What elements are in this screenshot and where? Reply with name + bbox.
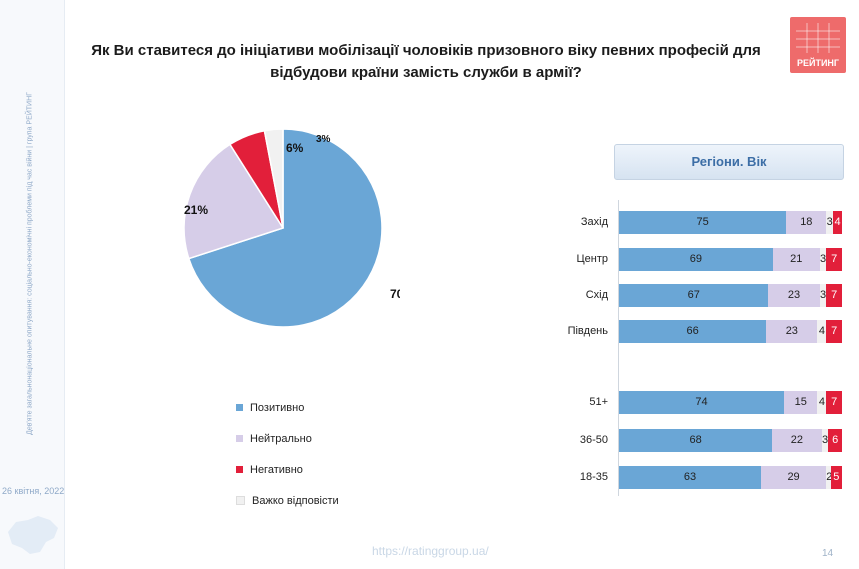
bar-value-label: 74 — [695, 396, 708, 408]
bar-value-label: 2 — [826, 471, 833, 483]
pie-label-3: 3% — [316, 134, 331, 145]
bar-segment: 3 — [819, 284, 827, 307]
bar-value-label: 4 — [818, 396, 825, 408]
bar-category-label: Центр — [576, 253, 609, 265]
bar-segment: 6 — [828, 429, 842, 452]
bar-segment: 75 — [619, 211, 787, 234]
bar-value-label: 67 — [687, 289, 700, 301]
bar-category-label: 18-35 — [579, 471, 608, 483]
legend-label: Позитивно — [250, 401, 305, 414]
rating-logo: РЕЙТИНГ — [790, 17, 846, 73]
bar-value-label: 7 — [831, 396, 838, 408]
legend-label: Негативно — [250, 463, 303, 476]
bar-value-label: 22 — [790, 434, 804, 446]
bar-category-label: 36-50 — [579, 434, 608, 446]
bar-segment: 7 — [826, 320, 842, 343]
pie-label-1: 21% — [184, 203, 208, 217]
bar-segment: 3 — [821, 429, 829, 452]
pie-legend: Позитивно Нейтрально Негативно Важко відпов… — [236, 392, 339, 516]
bar-value-label: 3 — [819, 253, 827, 265]
bar-category-label: Схід — [585, 289, 608, 301]
legend-swatch — [236, 435, 243, 442]
bar-value-label: 7 — [831, 253, 838, 265]
bar-value-label: 69 — [689, 253, 703, 265]
bar-value-label: 66 — [686, 325, 699, 337]
bar-segment: 4 — [833, 211, 842, 234]
bar-segment: 23 — [768, 284, 820, 307]
pie-label-2: 6% — [286, 141, 304, 155]
sidebar: Дев'яте загальнонаціональне опитування: … — [0, 0, 65, 569]
bar-value-label: 75 — [696, 216, 709, 228]
bar-value-label: 23 — [787, 289, 801, 301]
pie-label-0: 70% — [390, 287, 400, 301]
logo-grid-icon — [796, 23, 840, 53]
bar-segment: 7 — [826, 248, 842, 271]
bar-segment: 2 — [826, 466, 833, 489]
sidebar-date: 26 квітня, 2022 — [2, 486, 65, 496]
bar-segment: 18 — [786, 211, 827, 234]
bar-value-label: 3 — [819, 289, 827, 301]
bar-segment: 68 — [619, 429, 773, 452]
bar-category-label: Південь — [567, 325, 608, 337]
bar-segment: 21 — [772, 248, 820, 271]
page-title: Як Ви ставитеся до ініціативи мобілізаці… — [91, 42, 761, 81]
bar-value-label: 23 — [785, 325, 798, 337]
legend-swatch — [236, 496, 245, 505]
bar-segment: 67 — [619, 284, 769, 307]
pie-slice-0 — [187, 128, 383, 328]
bar-segment: 29 — [760, 466, 827, 489]
bar-value-label: 63 — [683, 471, 697, 483]
legend-swatch — [236, 404, 243, 411]
bar-segment: 3 — [819, 248, 827, 271]
page-number: 14 — [822, 548, 834, 559]
bar-segment: 69 — [619, 248, 773, 271]
pie-chart: 70% 21% 6% 3% — [183, 128, 400, 328]
ukraine-map-icon — [8, 516, 58, 554]
bar-value-label: 6 — [832, 434, 839, 446]
bar-segment: 23 — [766, 320, 818, 343]
bar-value-label: 4 — [818, 325, 825, 337]
bar-segment: 22 — [772, 429, 822, 452]
bar-value-label: 29 — [787, 471, 800, 483]
bar-value-label: 3 — [822, 434, 829, 446]
bar-category-label: Захід — [580, 216, 608, 228]
bar-segment: 7 — [826, 391, 842, 414]
logo-text: РЕЙТИНГ — [796, 58, 840, 68]
bar-segment: 15 — [784, 391, 818, 414]
legend-item-3: Важко відповісти — [236, 485, 339, 516]
bar-segment: 63 — [619, 466, 761, 489]
bar-value-label: 7 — [831, 325, 838, 337]
pie-slice-1 — [183, 143, 285, 260]
bar-segment: 66 — [619, 320, 767, 343]
bar-value-label: 15 — [794, 396, 807, 408]
bar-segment: 5 — [830, 466, 842, 489]
bar-segment: 3 — [826, 211, 834, 234]
bar-value-label: 5 — [833, 471, 840, 483]
legend-label: Нейтрально — [250, 432, 312, 445]
bar-segment: 7 — [826, 284, 842, 307]
bar-segment: 4 — [817, 391, 827, 414]
bar-segment: 4 — [817, 320, 827, 343]
legend-item-2: Негативно — [236, 454, 339, 485]
bar-value-label: 4 — [834, 216, 841, 228]
legend-item-0: Позитивно — [236, 392, 339, 423]
bar-value-label: 68 — [689, 434, 702, 446]
bar-value-label: 3 — [826, 216, 833, 228]
bar-axis-line — [618, 200, 619, 496]
footer-url[interactable]: https://ratinggroup.ua/ — [372, 544, 489, 558]
legend-item-1: Нейтрально — [236, 423, 339, 454]
bar-value-label: 7 — [831, 289, 838, 301]
bar-segment: 74 — [619, 391, 785, 414]
bar-value-label: 18 — [800, 216, 813, 228]
legend-swatch — [236, 466, 243, 473]
bar-chart-title: Регіони. Вік — [614, 144, 844, 180]
pie-slice-3 — [263, 128, 284, 229]
legend-label: Важко відповісти — [252, 494, 339, 507]
bar-category-label: 51+ — [589, 396, 608, 408]
bar-value-label: 21 — [790, 253, 803, 265]
